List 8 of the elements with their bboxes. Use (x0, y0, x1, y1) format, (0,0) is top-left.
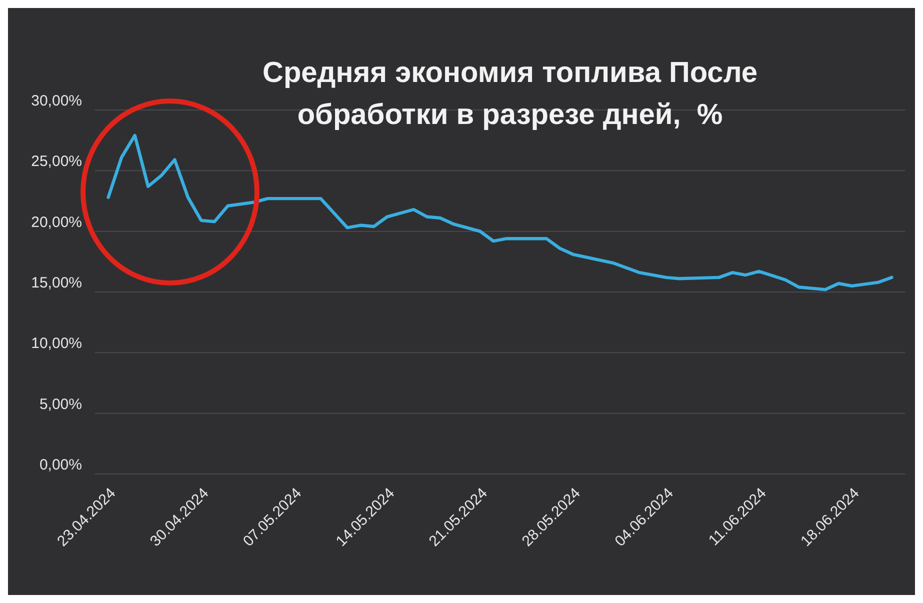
y-tick-label: 10,00% (31, 335, 82, 352)
y-tick-label: 5,00% (39, 396, 82, 413)
y-tick-label: 20,00% (31, 214, 82, 231)
y-tick-label: 30,00% (31, 92, 82, 110)
y-tick-label: 15,00% (31, 274, 82, 292)
y-tick-label: 25,00% (31, 153, 82, 170)
y-tick-label: 0,00% (39, 456, 82, 474)
chart-title: Средняя экономия топлива После обработки в разрезе дней, % (262, 57, 758, 131)
